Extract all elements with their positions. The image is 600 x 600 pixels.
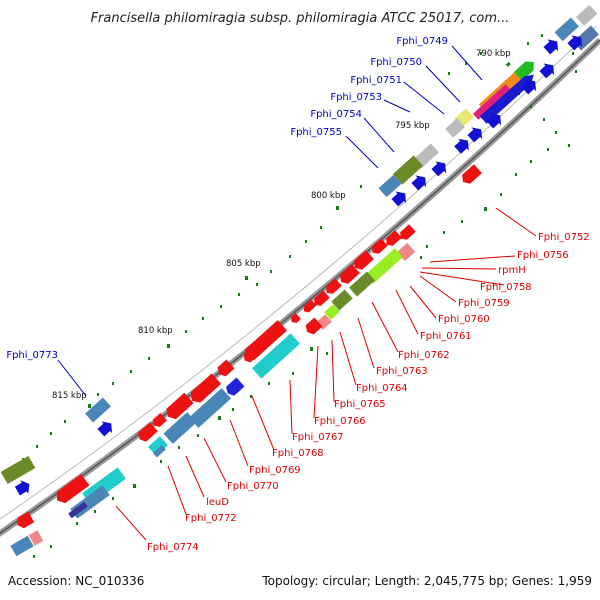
accession-text: Accession: NC_010336 xyxy=(8,574,144,588)
gene-label[interactable]: Fphi_0764 xyxy=(356,383,408,394)
gene-label[interactable]: Fphi_0766 xyxy=(314,416,366,427)
gene-arrow xyxy=(541,35,563,57)
reverse-strand-features xyxy=(10,164,482,557)
gene-label[interactable]: Fphi_0749 xyxy=(396,36,448,47)
gene-label[interactable]: Fphi_0767 xyxy=(292,432,344,443)
gene-label[interactable]: Fphi_0752 xyxy=(538,232,590,243)
forward-gene-labels: Fphi_0749 Fphi_0750 Fphi_0751 Fphi_0753 … xyxy=(6,36,448,361)
gene-label[interactable]: Fphi_0760 xyxy=(438,314,490,325)
tick-label: 795 kbp xyxy=(395,121,430,131)
gene-label[interactable]: Fphi_0763 xyxy=(376,366,428,377)
tick-label: 790 kbp xyxy=(476,49,511,59)
gene-label[interactable]: Fphi_0773 xyxy=(6,350,58,361)
tick-marks xyxy=(8,34,577,558)
gene-label[interactable]: Fphi_0750 xyxy=(370,57,422,68)
gene-label[interactable]: Fphi_0761 xyxy=(420,331,472,342)
gene-label[interactable]: Fphi_0756 xyxy=(517,250,569,261)
gene-label[interactable]: Fphi_0753 xyxy=(330,92,382,103)
tick-label: 800 kbp xyxy=(311,191,346,201)
tick-label: 805 kbp xyxy=(226,259,261,269)
gene-label[interactable]: Fphi_0774 xyxy=(147,542,199,553)
genome-summary-text: Topology: circular; Length: 2,045,775 bp… xyxy=(261,574,592,588)
gene-label[interactable]: leuD xyxy=(206,497,229,508)
gene-label[interactable]: Fphi_0768 xyxy=(272,448,324,459)
gene-label[interactable]: Fphi_0755 xyxy=(290,127,342,138)
reverse-gene-labels: Fphi_0752 Fphi_0756 rpmH Fphi_0758 Fphi_… xyxy=(147,232,590,553)
label-leaders xyxy=(57,45,537,541)
gene-label[interactable]: Fphi_0759 xyxy=(458,298,510,309)
forward-strand-features xyxy=(0,4,599,498)
gene-label[interactable]: Fphi_0762 xyxy=(398,350,450,361)
gene-label[interactable]: Fphi_0770 xyxy=(227,481,279,492)
map-title: Francisella philomiragia subsp. philomir… xyxy=(91,11,510,26)
tick-labels: 790 kbp 795 kbp 800 kbp 805 kbp 810 kbp … xyxy=(52,49,511,401)
tick-label: 810 kbp xyxy=(138,326,173,336)
gene-label[interactable]: Fphi_0769 xyxy=(249,465,301,476)
gene-label[interactable]: rpmH xyxy=(498,265,526,276)
gene-label[interactable]: Fphi_0758 xyxy=(480,282,532,293)
gene-label[interactable]: Fphi_0754 xyxy=(310,109,362,120)
gene-label[interactable]: Fphi_0765 xyxy=(334,399,386,410)
gene-label[interactable]: Fphi_0772 xyxy=(185,513,237,524)
tick-label: 815 kbp xyxy=(52,391,87,401)
gene-label[interactable]: Fphi_0751 xyxy=(350,75,402,86)
